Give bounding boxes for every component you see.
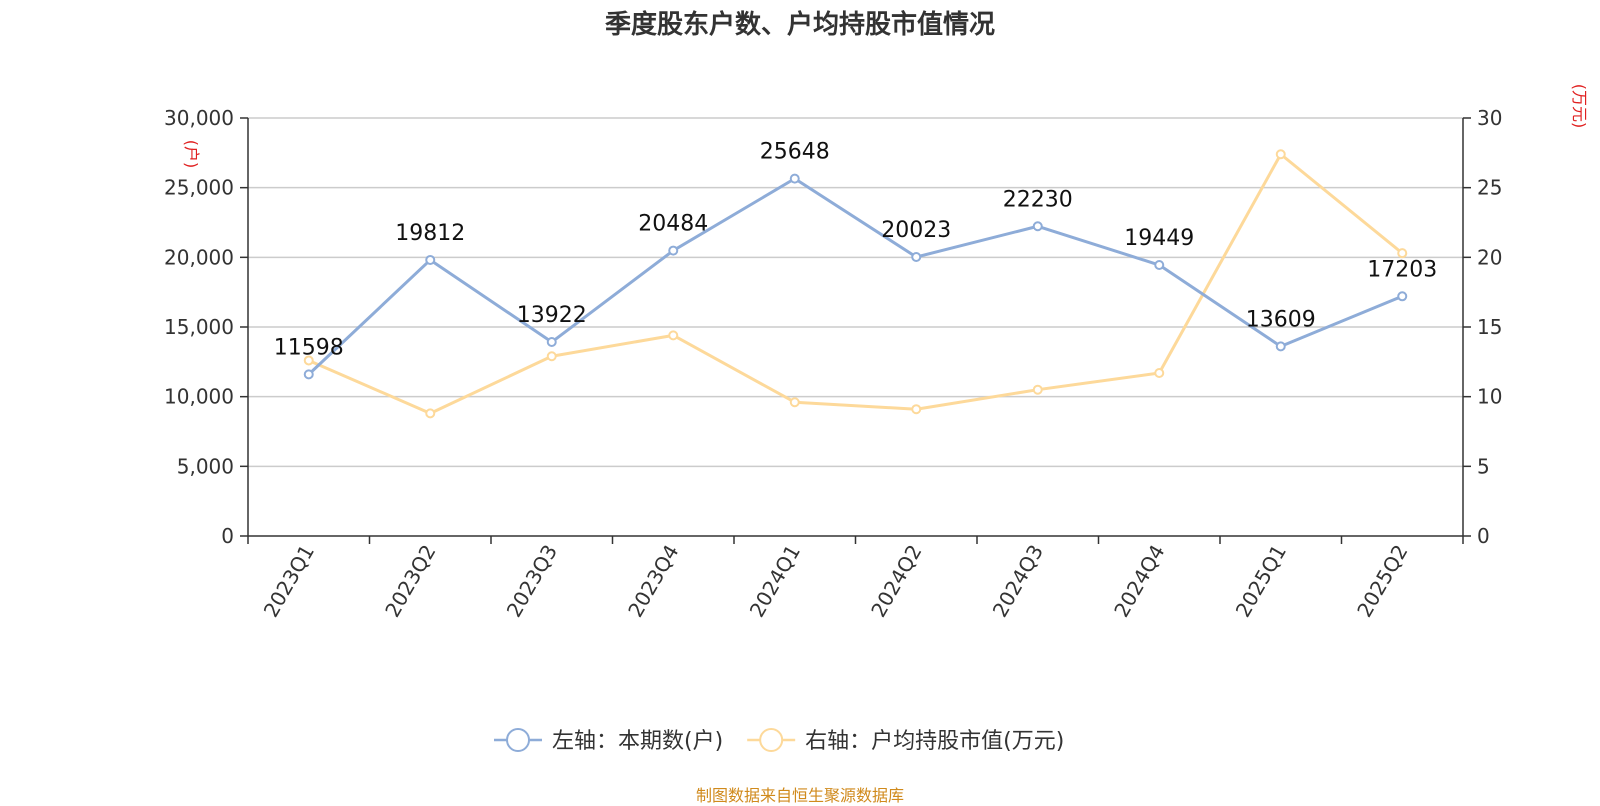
data-point[interactable] (668, 245, 679, 256)
data-point[interactable] (546, 351, 557, 362)
data-point[interactable] (1275, 149, 1286, 160)
category-label: 2023Q3 (502, 541, 562, 622)
series-line (307, 177, 1403, 376)
data-point[interactable] (1032, 384, 1043, 395)
data-point[interactable] (425, 408, 436, 419)
axes: 0 5,000 10,000 15,000 20,000 25,000 30,000 0 5 10… (164, 84, 1589, 621)
data-point[interactable] (303, 355, 314, 366)
data-point[interactable] (303, 369, 314, 380)
series (303, 149, 1408, 419)
data-point[interactable] (1397, 248, 1408, 259)
data-point[interactable] (911, 404, 922, 415)
legend-label[interactable]: 左轴：本期数(户) (552, 729, 723, 754)
legend-label[interactable]: 右轴：户均持股市值(万元) (805, 729, 1064, 754)
category-label: 2023Q2 (380, 541, 440, 622)
category-label: 2024Q3 (988, 541, 1048, 622)
right-tick-label: 10 (1477, 385, 1502, 409)
left-tick-label: 15,000 (164, 315, 234, 339)
legend-marker[interactable] (759, 728, 784, 752)
data-label: 20484 (638, 212, 708, 237)
right-tick-label: 5 (1477, 454, 1490, 478)
left-tick-label: 10,000 (164, 385, 234, 409)
right-tick-label: 30 (1477, 106, 1502, 130)
category-label: 2025Q1 (1231, 541, 1291, 622)
data-point[interactable] (546, 337, 557, 348)
grid-lines (248, 117, 1463, 468)
data-label: 17203 (1367, 257, 1437, 282)
left-axis-unit: (户) (182, 140, 201, 169)
data-label: 13609 (1246, 307, 1316, 332)
right-tick-label: 0 (1477, 524, 1490, 548)
category-label: 2024Q2 (866, 541, 926, 622)
data-label: 22230 (1003, 187, 1073, 212)
data-point[interactable] (789, 173, 800, 184)
left-tick-label: 20,000 (164, 245, 234, 269)
legend[interactable]: 左轴：本期数(户) 右轴：户均持股市值(万元) (494, 728, 1064, 754)
data-point[interactable] (425, 254, 436, 265)
left-tick-label: 0 (221, 524, 234, 548)
source-note: 制图数据来自恒生聚源数据库 (695, 786, 904, 805)
category-label: 2024Q1 (745, 541, 805, 622)
data-point[interactable] (1154, 367, 1165, 378)
right-tick-label: 20 (1477, 245, 1502, 269)
data-label: 25648 (760, 140, 830, 165)
category-label: 2023Q1 (259, 541, 319, 622)
data-point[interactable] (1275, 341, 1286, 352)
left-tick-label: 25,000 (164, 176, 234, 200)
category-label: 2024Q4 (1109, 541, 1169, 622)
data-label: 13922 (517, 303, 587, 328)
legend-marker[interactable] (506, 728, 530, 752)
category-label: 2023Q4 (623, 541, 683, 622)
data-point[interactable] (668, 330, 679, 341)
series-line (308, 152, 1404, 415)
category-label: 2025Q2 (1352, 541, 1412, 622)
left-tick-label: 5,000 (177, 454, 234, 478)
data-point[interactable] (1397, 291, 1408, 302)
right-tick-label: 15 (1477, 315, 1502, 339)
data-point[interactable] (789, 397, 800, 408)
data-label: 19812 (395, 221, 465, 246)
chart-title: 季度股东户数、户均持股市值情况 (604, 10, 995, 40)
data-point[interactable] (1032, 221, 1043, 232)
left-tick-label: 30,000 (164, 106, 234, 130)
data-point[interactable] (911, 252, 922, 263)
data-point[interactable] (1154, 260, 1165, 271)
data-label: 11598 (274, 335, 344, 360)
data-label: 20023 (881, 218, 951, 243)
data-label: 19449 (1124, 226, 1194, 251)
data-labels: 11598 19812 13922 20484 25648 20023 22230 19449… (274, 140, 1438, 361)
right-tick-label: 25 (1477, 176, 1502, 200)
right-axis-unit: (万元) (1570, 84, 1589, 129)
